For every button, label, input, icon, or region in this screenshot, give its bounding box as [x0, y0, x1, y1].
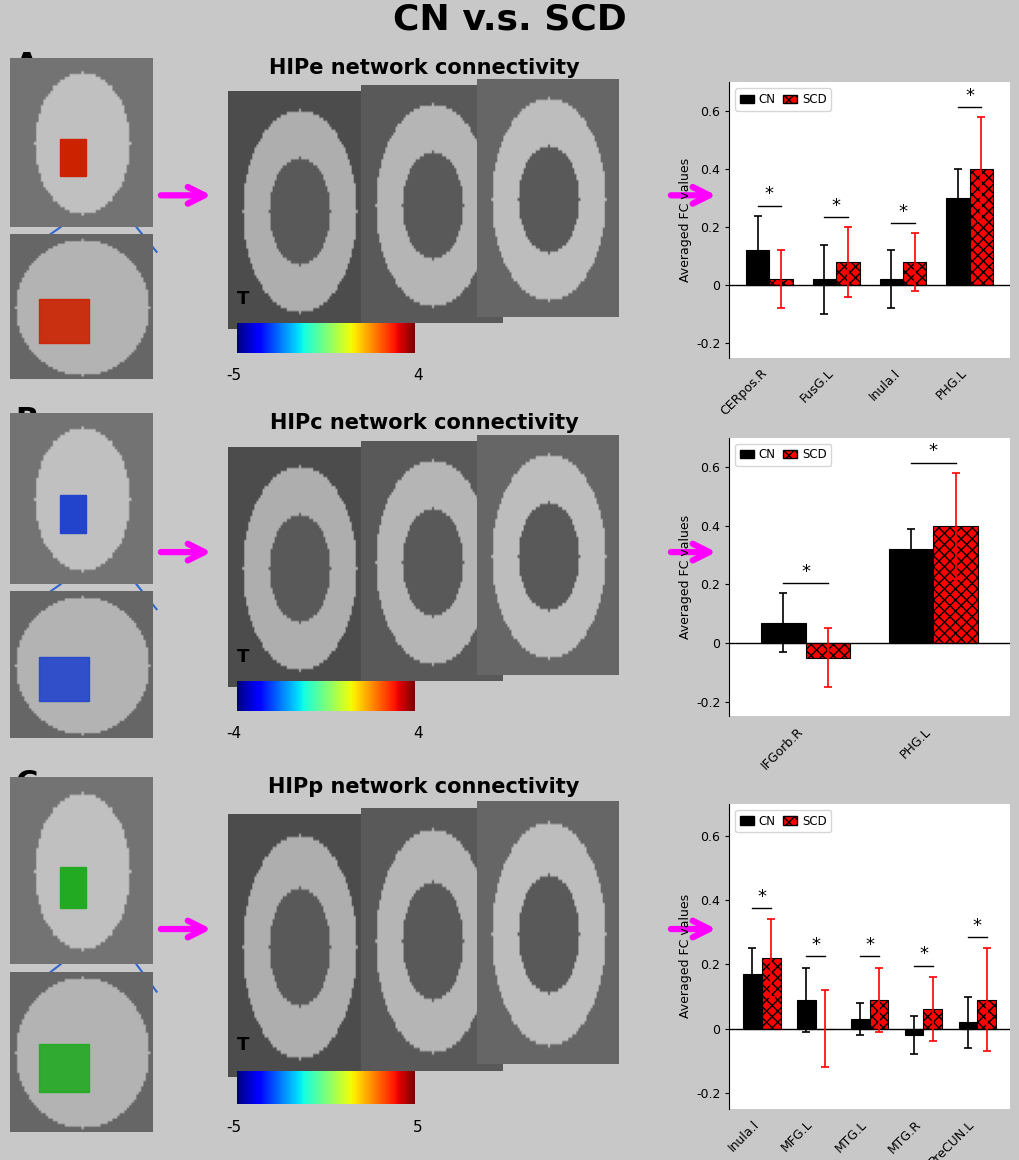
Bar [868, 1000, 888, 1029]
Bar [958, 1022, 976, 1029]
Bar [796, 1000, 815, 1029]
Text: CN v.s. SCD: CN v.s. SCD [392, 3, 627, 37]
Bar [976, 1000, 996, 1029]
Text: *: * [898, 203, 907, 220]
Legend: CN, SCD: CN, SCD [735, 810, 830, 832]
Text: ROI: ROI [56, 413, 92, 430]
Legend: CN, SCD: CN, SCD [735, 88, 830, 110]
Text: *: * [810, 936, 819, 954]
Bar [39, 299, 89, 342]
Text: HIPe network connectivity: HIPe network connectivity [269, 58, 579, 78]
Bar [888, 549, 932, 643]
Bar [902, 262, 925, 285]
Bar [922, 1009, 942, 1029]
Bar [742, 974, 761, 1029]
Text: -5: -5 [226, 368, 240, 383]
Text: ROI: ROI [56, 58, 92, 75]
Text: -5: -5 [226, 1121, 240, 1134]
Text: C: C [15, 769, 38, 798]
Bar [60, 495, 86, 532]
Text: B: B [15, 406, 39, 435]
Bar [39, 658, 89, 701]
Bar [768, 280, 792, 285]
Bar [805, 643, 850, 658]
Text: *: * [801, 563, 809, 581]
Bar [904, 1029, 922, 1035]
Text: *: * [756, 887, 765, 906]
Bar [760, 623, 805, 643]
Y-axis label: Averaged FC values: Averaged FC values [678, 894, 691, 1018]
Y-axis label: Averaged FC values: Averaged FC values [678, 515, 691, 639]
Text: *: * [972, 916, 981, 935]
Bar [60, 139, 86, 176]
Text: 5: 5 [413, 1121, 423, 1134]
Bar [745, 251, 768, 285]
Text: *: * [918, 945, 927, 964]
Text: T: T [236, 290, 250, 309]
Text: HIPp network connectivity: HIPp network connectivity [268, 776, 579, 797]
Text: HIPc network connectivity: HIPc network connectivity [270, 413, 578, 433]
Bar [932, 525, 977, 643]
Text: -4: -4 [226, 726, 240, 741]
Y-axis label: Averaged FC values: Averaged FC values [678, 158, 691, 282]
Bar [969, 169, 993, 285]
Bar [761, 958, 780, 1029]
Text: *: * [830, 197, 840, 215]
Bar [812, 280, 836, 285]
Bar [836, 262, 859, 285]
Text: *: * [928, 442, 936, 461]
Text: *: * [864, 936, 873, 954]
Text: T: T [236, 1036, 250, 1054]
Text: ROI: ROI [56, 776, 92, 795]
Legend: CN, SCD: CN, SCD [735, 444, 830, 466]
Bar [60, 867, 86, 908]
Bar [39, 1044, 89, 1093]
Text: 4: 4 [413, 368, 423, 383]
Text: T: T [236, 648, 250, 667]
Text: A: A [15, 51, 39, 80]
Text: *: * [964, 87, 973, 104]
Text: *: * [764, 186, 773, 203]
Bar [946, 198, 969, 285]
Text: 4: 4 [413, 726, 423, 741]
Bar [850, 1018, 869, 1029]
Bar [878, 280, 902, 285]
